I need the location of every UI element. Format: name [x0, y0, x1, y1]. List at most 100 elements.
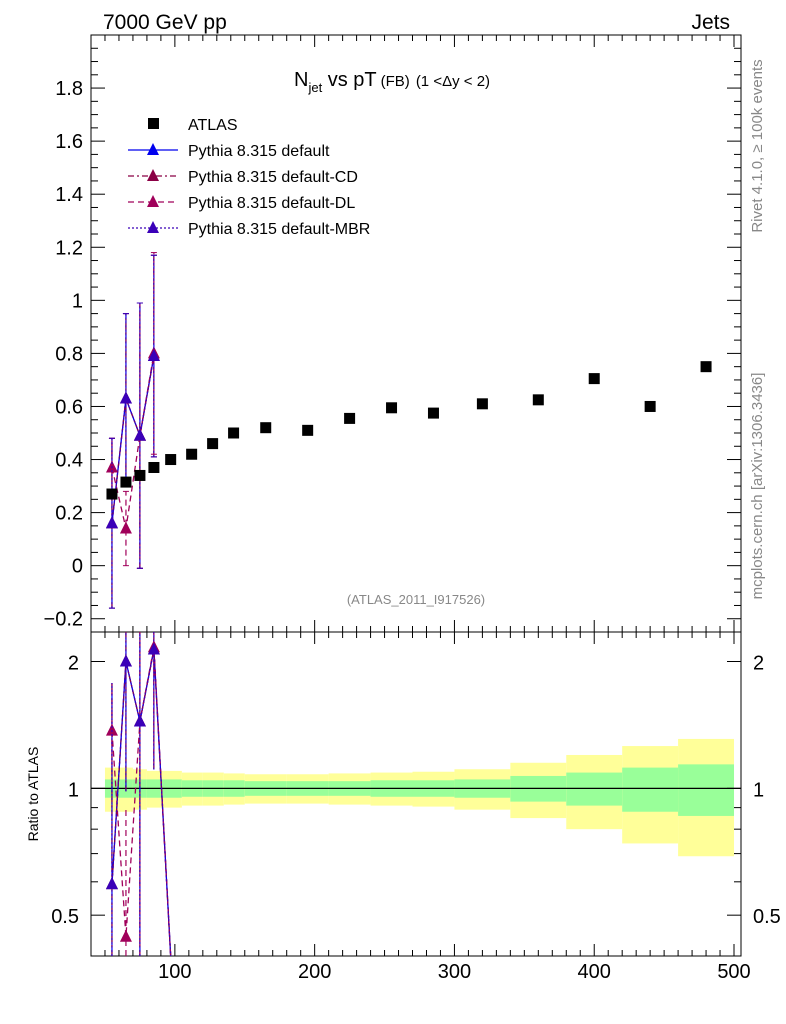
legend-entry: Pythia 8.315 default-CD [128, 169, 358, 186]
atlas-point [228, 427, 240, 439]
ratio-uncertainty-bands [91, 738, 741, 857]
analysis-id: (ATLAS_2011_I917526) [347, 592, 485, 607]
ratio-y-tick-label-right: 1 [753, 779, 764, 801]
atlas-point [186, 448, 198, 460]
y-tick-label: 0.2 [55, 503, 83, 525]
legend-label: Pythia 8.315 default-MBR [188, 221, 370, 238]
green-band [566, 772, 623, 806]
data-point [147, 349, 160, 362]
plot-title: Njet vs pT (FB) (1 <Δy < 2) [294, 69, 490, 95]
series-atlas [106, 361, 712, 500]
main-axis-ticks [91, 35, 741, 633]
legend-label: Pythia 8.315 default [188, 143, 330, 160]
x-tick-labels: 100 200 300 400 500 [158, 961, 751, 983]
atlas-point [476, 398, 488, 410]
series-line [111, 353, 155, 529]
y-tick-label: 0.6 [55, 396, 83, 418]
atlas-point [644, 400, 656, 412]
legend-marker [147, 221, 159, 233]
rivet-label: Rivet 4.1.0, ≥ 100k events [749, 59, 766, 232]
ratio-series [105, 632, 172, 957]
y-tick-label: 0.4 [55, 450, 83, 472]
ratio-y-tick-label-right: 2 [753, 653, 764, 675]
legend-entry: Pythia 8.315 default-MBR [128, 221, 370, 238]
green-band [622, 767, 679, 812]
ratio-point [119, 654, 132, 667]
ratio-axis-ticks [91, 632, 741, 957]
series-line [111, 355, 155, 524]
main-y-tick-labels: −0.2 0 0.2 0.4 0.6 0.8 1 1.2 1.4 1.6 1.8 [44, 78, 83, 631]
ratio-y-tick-label: 2 [68, 653, 79, 675]
legend-label: Pythia 8.315 default-CD [188, 169, 358, 186]
atlas-point [427, 407, 439, 419]
y-tick-label: 1.4 [55, 184, 83, 206]
x-tick-label: 300 [438, 961, 471, 983]
atlas-point [386, 402, 398, 414]
ratio-y-tick-label: 0.5 [51, 906, 79, 928]
x-tick-label: 200 [298, 961, 331, 983]
ratio-line [111, 649, 172, 957]
atlas-point [588, 373, 600, 385]
atlas-point [165, 454, 177, 466]
data-point [133, 428, 146, 441]
ratio-panel: 0.5 0.5 1 1 2 2 Ratio to ATLAS [25, 631, 781, 957]
ratio-y-axis-label: Ratio to ATLAS [25, 747, 41, 842]
ratio-y-tick-label-right: 0.5 [753, 906, 781, 928]
legend-marker [147, 195, 159, 207]
y-tick-label: 0.8 [55, 343, 83, 365]
atlas-point [148, 461, 160, 473]
y-tick-label: −0.2 [44, 609, 83, 631]
x-tick-label: 400 [578, 961, 611, 983]
legend-entry: ATLAS [148, 117, 238, 134]
legend-label: ATLAS [188, 117, 238, 134]
header-energy: 7000 GeV pp [103, 11, 227, 34]
ratio-point [147, 642, 160, 655]
atlas-point [344, 412, 356, 424]
series-pythia-8-315-default-mbr [105, 254, 160, 609]
ratio-y-tick-label: 1 [68, 779, 79, 801]
header-category: Jets [691, 11, 730, 34]
title-rest: vs pT [322, 69, 376, 91]
y-tick-label: 1.2 [55, 237, 83, 259]
atlas-point [302, 424, 314, 436]
data-point [119, 521, 132, 534]
data-point [105, 516, 118, 529]
title-small: (FB) [381, 73, 410, 90]
series-pythia-8-315-default-cd [105, 254, 160, 609]
data-point [119, 391, 132, 404]
series-pythia-8-315-default [105, 254, 160, 609]
series-line [111, 355, 155, 524]
legend: ATLAS Pythia 8.315 default Pythia 8.315 de… [128, 117, 370, 238]
atlas-point [106, 488, 118, 500]
main-panel: −0.2 0 0.2 0.4 0.6 0.8 1 1.2 1.4 1.6 1.8 [44, 34, 742, 633]
x-tick-label: 500 [717, 961, 750, 983]
legend-entry: Pythia 8.315 default-DL [128, 195, 355, 212]
ratio-series-pythia-8-315-default-mbr [105, 632, 172, 957]
legend-marker [148, 118, 159, 129]
main-series [105, 252, 712, 609]
atlas-point [134, 469, 146, 481]
mcplots-label: mcplots.cern.ch [arXiv:1306.3436] [749, 373, 766, 600]
atlas-point [532, 394, 544, 406]
legend-label: Pythia 8.315 default-DL [188, 195, 355, 212]
x-tick-label: 100 [158, 961, 191, 983]
y-tick-label: 1.6 [55, 131, 83, 153]
legend-marker [147, 169, 159, 181]
ratio-point [105, 723, 118, 736]
y-tick-label: 1 [72, 290, 83, 312]
atlas-point [700, 361, 712, 373]
atlas-point [207, 438, 219, 450]
title-main: N [294, 69, 308, 91]
y-tick-label: 0 [72, 556, 83, 578]
title-sub: jet [307, 80, 322, 95]
y-tick-label: 1.8 [55, 78, 83, 100]
green-band [678, 764, 735, 816]
title-range: (1 <Δy < 2) [416, 73, 490, 90]
legend-marker [147, 143, 159, 155]
legend-entry: Pythia 8.315 default [128, 143, 330, 160]
atlas-point [120, 476, 132, 488]
ratio-frame [90, 631, 742, 957]
atlas-point [260, 422, 272, 434]
ratio-y-tick-labels: 0.5 0.5 1 1 2 2 [51, 653, 781, 929]
